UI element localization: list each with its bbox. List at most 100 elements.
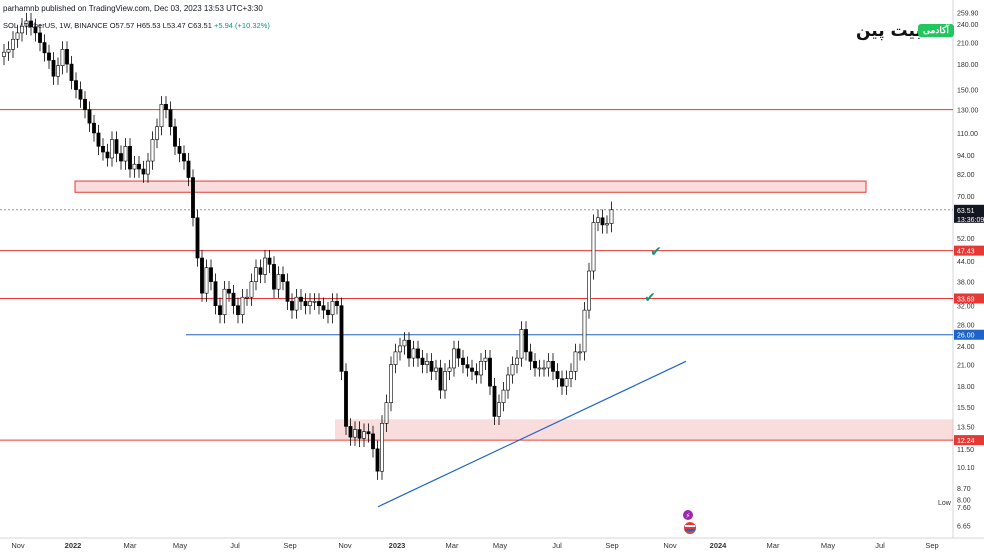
level-tag-label: 63.51 [957,208,975,215]
check-mark-annotation: ✔ [644,290,656,306]
candle [236,305,240,316]
candle [483,357,488,362]
candle [231,292,236,306]
y-tick-label: 6.65 [957,523,971,530]
candle [42,42,47,54]
candle [78,89,83,100]
candle [168,109,173,128]
candle [150,139,155,162]
level-tag [954,245,984,256]
x-tick-label: Nov [338,541,352,550]
y-tick-label: 259.90 [957,11,979,18]
candle [137,163,141,170]
candle [357,429,362,439]
candle [501,389,506,403]
x-tick-label: May [493,541,507,550]
candle [524,329,528,353]
candle [155,126,159,140]
candle [258,267,263,275]
y-tick-label: 8.70 [957,486,971,493]
candle [308,301,312,306]
candle [519,329,524,359]
lightning-icon [683,510,693,520]
x-tick-label: May [821,541,835,550]
candle [11,38,15,50]
x-tick-label: Jul [230,541,240,550]
price-zone [335,419,953,440]
candle [24,20,29,27]
candle [546,361,551,369]
y-tick-label: 82.00 [957,172,975,179]
y-tick-label: 7.60 [957,505,971,512]
y-tick-label: 24.00 [957,344,975,351]
candle [429,361,434,372]
candle [465,364,470,369]
candle [488,357,492,387]
ohlc-values: O57.57 H65.53 L53.47 C63.51 [109,21,212,30]
candle [470,367,474,372]
candle [209,267,213,282]
plot-area [0,0,953,538]
candle [240,296,245,316]
y-tick-label: 94.00 [957,153,975,160]
x-tick-label: 2023 [389,541,406,550]
y-tick-label: 15.50 [957,405,975,412]
candle [474,371,479,376]
candle [348,426,353,438]
candle [434,367,438,372]
x-tick-label: Mar [767,541,780,550]
candle [263,257,267,275]
x-tick-label: 2024 [710,541,728,550]
countdown-label: 13:36:09 [957,217,984,224]
candle [398,345,402,353]
candle [101,146,105,153]
candle [83,98,87,110]
y-tick-label: 180.00 [957,62,979,69]
candle [164,104,168,110]
y-tick-label: 70.00 [957,194,975,201]
y-tick-label: 18.00 [957,384,975,391]
candle [438,367,443,391]
level-tag-label: 33.69 [957,296,975,303]
y-tick-label: 110.00 [957,131,978,138]
candle [326,309,330,316]
candle [461,357,465,365]
candle [272,264,276,290]
y-tick-label: 240.00 [957,22,979,29]
candle [105,151,110,159]
x-tick-label: Sep [605,541,618,550]
candle [330,301,335,316]
candle [96,132,101,147]
candle [114,139,119,154]
candle [276,274,281,290]
publisher-line: parhamnb published on TradingView.com, D… [3,4,263,13]
y-tick-label: 44.00 [957,259,975,266]
candle [587,270,591,311]
candle [344,371,348,427]
candle [204,267,209,294]
candle [582,309,587,353]
candle [222,288,227,316]
x-tick-label: Mar [124,541,137,550]
candle [393,351,398,365]
candle [123,146,128,162]
y-tick-label: 13.50 [957,424,975,431]
level-tag [954,435,984,446]
symbol-line: SOL / TetherUS, 1W, BINANCE O57.57 H65.5… [3,21,270,30]
candle [425,361,429,365]
candle [528,351,533,362]
candle [335,301,339,306]
candle [177,146,182,154]
candle [510,364,515,376]
candle [515,357,519,365]
candle [299,296,303,302]
candle [249,281,254,298]
level-tag [954,204,984,223]
y-tick-label: 11.50 [957,447,974,454]
candle [596,217,600,223]
candle [47,52,51,61]
candle [60,49,65,66]
y-tick-label: 52.00 [957,236,975,243]
candle [33,26,38,34]
